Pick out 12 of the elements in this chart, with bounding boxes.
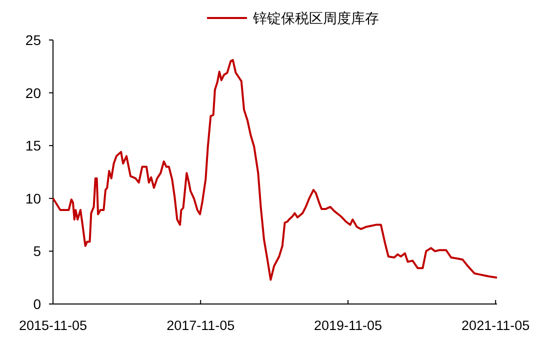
y-tick-label: 20 — [25, 84, 42, 101]
legend: 锌锭保税区周度库存 — [207, 10, 379, 26]
y-tick-label: 0 — [33, 296, 42, 312]
legend-label: 锌锭保税区周度库存 — [252, 10, 379, 26]
y-tick-label: 25 — [25, 32, 42, 48]
y-tick-label: 10 — [25, 190, 42, 206]
x-tick-label: 2015-11-05 — [18, 318, 88, 333]
x-tick-label: 2017-11-05 — [166, 318, 235, 333]
y-tick-label: 5 — [33, 243, 42, 260]
x-tick-label: 2019-11-05 — [314, 318, 382, 333]
y-tick-label: 15 — [25, 138, 42, 154]
x-tick-label: 2021-11-05 — [462, 318, 530, 333]
